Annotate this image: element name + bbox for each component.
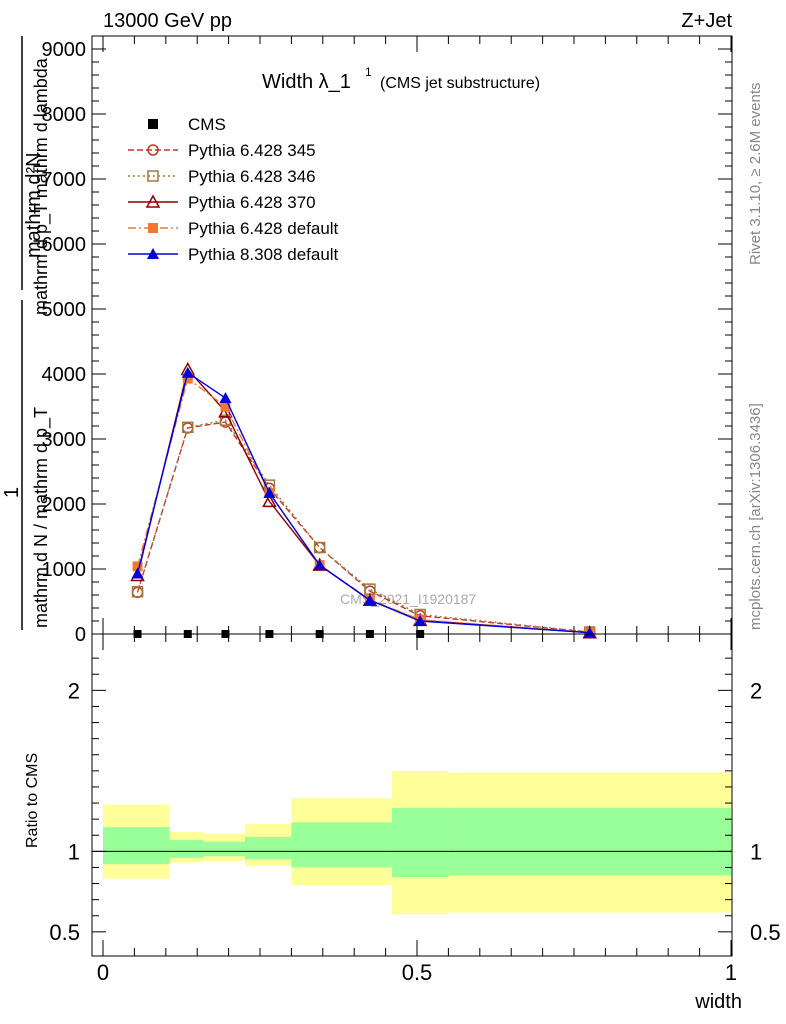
series-line xyxy=(136,377,590,634)
legend-label: CMS xyxy=(188,115,226,134)
series-point xyxy=(363,594,376,606)
main-y-ticks: 0 1000 2000 3000 4000 5000 6000 7000 8000 9000 xyxy=(42,35,732,646)
ylabel-line-0: mathrm d²N xyxy=(23,152,45,258)
series-point xyxy=(219,392,232,404)
ylabel-line-3: mathrm d N / mathrm d p_T xyxy=(31,407,52,628)
series-point xyxy=(131,567,144,579)
band-bin xyxy=(203,841,245,857)
legend-entry: Pythia 6.428 346 xyxy=(128,167,316,186)
mcplots-label: mcplots.cern.ch [arXiv:1306.3436] xyxy=(747,403,764,630)
legend-entry: CMS xyxy=(148,115,226,134)
ratio-y-ticks: 0.5 0.5 1 1 2 2 xyxy=(49,657,781,945)
main-y-tick-label: 7000 xyxy=(42,169,87,191)
ylabel-line-1: mathrm d p_T mathrm d lambda xyxy=(31,57,52,315)
title-suffix: (CMS jet substructure) xyxy=(380,75,540,92)
ylabel-line-2: 1 xyxy=(1,487,23,498)
main-y-tick-label: 1000 xyxy=(42,559,87,581)
series-point xyxy=(182,421,194,434)
series-point xyxy=(182,373,193,384)
energy-label: 13000 GeV pp xyxy=(103,10,232,32)
band-bin xyxy=(448,807,731,876)
rivet-label: Rivet 3.1.10, ≥ 2.6M events xyxy=(747,83,764,266)
series-5 xyxy=(131,366,596,638)
legend-marker xyxy=(148,119,158,129)
ratio-y-tick-label-right: 0.5 xyxy=(750,920,781,945)
series-point xyxy=(262,493,277,508)
series-point xyxy=(132,561,143,572)
band-inner xyxy=(103,807,731,878)
legend-marker xyxy=(147,248,159,259)
legend: CMS Pythia 6.428 345 Pythia 6.428 346 Pythi… xyxy=(128,115,339,264)
main-y-tick-label: 4000 xyxy=(42,364,87,386)
ratio-x-ticks: 0 0.5 1 xyxy=(97,634,737,985)
series-point xyxy=(219,414,232,426)
ratio-y-tick-label: 0.5 xyxy=(49,920,80,945)
series-point xyxy=(263,486,276,498)
legend-label: Pythia 8.308 default xyxy=(188,245,339,264)
series-point xyxy=(313,541,326,554)
main-y-tick-label: 9000 xyxy=(42,39,87,61)
legend-marker xyxy=(147,144,159,156)
main-ylabel: mathrm d²N mathrm d p_T mathrm d lambda … xyxy=(1,36,52,630)
chart-title: Width λ_1 1 (CMS jet substructure) xyxy=(262,65,540,93)
band-bin xyxy=(103,827,170,865)
legend-marker xyxy=(148,223,158,233)
legend-entry: Pythia 8.308 default xyxy=(128,245,339,264)
legend-label: Pythia 6.428 370 xyxy=(188,193,316,212)
ratio-x-tick-label: 0 xyxy=(97,960,109,985)
band-bin xyxy=(391,807,449,878)
main-y-tick-label: 6000 xyxy=(42,234,87,256)
main-y-tick-label: 2000 xyxy=(42,494,87,516)
ratio-x-tick-label: 1 xyxy=(725,960,737,985)
ratio-frame xyxy=(91,633,733,957)
band-bin xyxy=(169,840,204,858)
legend-label: Pythia 6.428 345 xyxy=(188,141,316,160)
ratio-xlabel: width xyxy=(694,991,742,1013)
legend-entry: Pythia 6.428 345 xyxy=(128,141,316,160)
ratio-x-tick-label: 0.5 xyxy=(402,960,433,985)
legend-marker xyxy=(145,194,161,208)
ratio-y-tick-label-right: 1 xyxy=(750,839,762,864)
legend-entry: Pythia 6.428 default xyxy=(128,219,339,238)
series-line xyxy=(136,419,590,633)
ratio-y-tick-label-right: 2 xyxy=(750,678,762,703)
ratio-y-tick-label: 2 xyxy=(68,678,80,703)
band-bin xyxy=(244,836,292,860)
band-bin xyxy=(291,822,392,868)
series-point xyxy=(220,401,231,412)
title-superscript: 1 xyxy=(365,65,372,79)
series-point xyxy=(131,586,144,598)
series-point xyxy=(313,541,326,554)
main-y-tick-label: 3000 xyxy=(42,429,87,451)
process-label: Z+Jet xyxy=(681,10,732,32)
ratio-y-tick-label: 1 xyxy=(68,839,80,864)
series-point xyxy=(414,615,427,626)
series-line xyxy=(136,371,590,634)
main-y-tick-label: 5000 xyxy=(42,299,87,321)
ratio-ylabel: Ratio to CMS xyxy=(24,753,41,848)
series-line xyxy=(136,421,590,633)
legend-marker xyxy=(147,170,159,182)
legend-entry: Pythia 6.428 370 xyxy=(128,193,316,212)
main-y-tick-label: 0 xyxy=(75,624,86,646)
series-point xyxy=(181,366,194,378)
series-point xyxy=(313,559,326,571)
title-main: Width λ_1 xyxy=(262,71,351,93)
main-y-tick-label: 8000 xyxy=(42,104,87,126)
series-point xyxy=(583,626,596,638)
legend-label: Pythia 6.428 346 xyxy=(188,167,316,186)
legend-label: Pythia 6.428 default xyxy=(188,219,339,238)
ratio-bands xyxy=(103,770,731,915)
